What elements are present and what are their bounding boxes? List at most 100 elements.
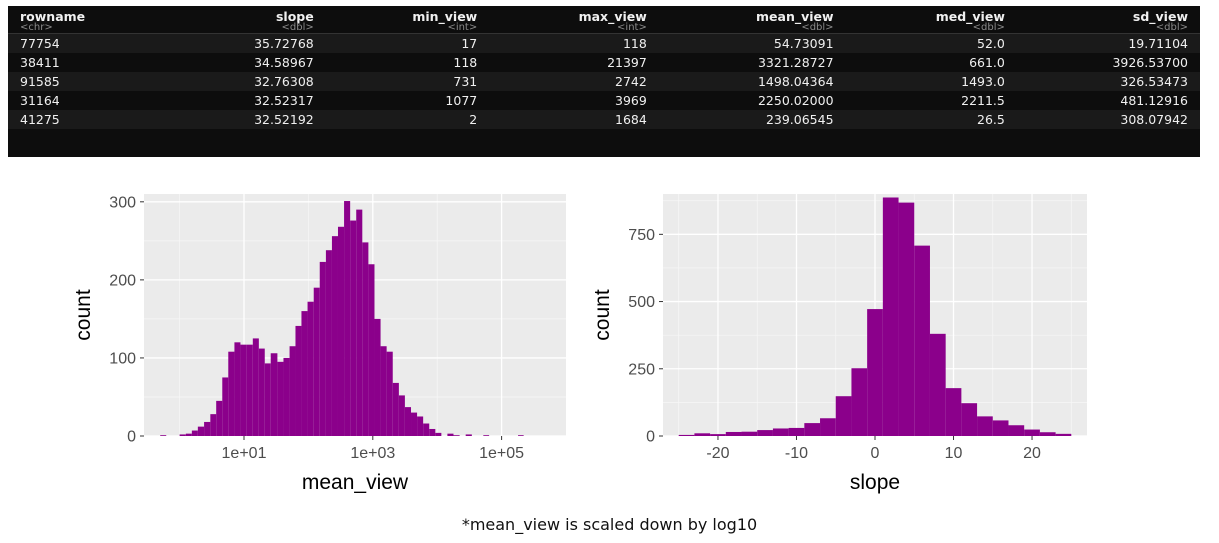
histogram-bar	[386, 351, 393, 436]
column-type: <dbl>	[972, 22, 1005, 33]
histogram-bar	[961, 403, 978, 436]
table-cell-med-view: 52.0	[977, 36, 1005, 51]
histogram-bar	[191, 430, 198, 436]
x-tick-label: 10	[945, 445, 963, 462]
histogram-bar	[772, 428, 789, 436]
histogram-bar	[204, 421, 211, 436]
histogram-bar	[270, 353, 278, 436]
table-cell-mean-view: 239.06545	[765, 112, 834, 127]
column-header-med-view: med_view <dbl>	[846, 6, 1017, 34]
table-cell-max-view: 118	[622, 36, 647, 51]
table-cell-sd-view: 481.12916	[1120, 93, 1188, 108]
table-cell-slope: 32.52317	[254, 93, 314, 108]
table-cell-slope: 34.58967	[254, 55, 314, 70]
histogram-bar	[197, 426, 205, 436]
histogram-bar	[757, 430, 773, 436]
table-cell-mean-view: 1498.04364	[757, 74, 834, 89]
histogram-bar	[483, 435, 490, 436]
histogram-bar	[398, 395, 405, 436]
column-type: <int>	[617, 22, 647, 33]
table-cell-sd-view: 3926.53700	[1112, 55, 1188, 70]
table-cell-med-view: 2211.5	[961, 93, 1005, 108]
table-cell-slope: 32.76308	[254, 74, 314, 89]
table-cell-max-view: 2742	[615, 74, 647, 89]
histogram-bar	[929, 333, 946, 436]
histogram-bar	[992, 420, 1009, 436]
histogram-bar	[835, 396, 852, 436]
table-row: 41275 32.52192 2 1684 239.06545 26.5 308.07942	[8, 110, 1200, 129]
y-tick-label: 750	[628, 227, 655, 244]
histogram-bar	[977, 416, 993, 436]
histogram-bar	[820, 418, 836, 436]
histogram-bar	[283, 357, 290, 436]
histogram-bar	[518, 435, 524, 436]
y-tick-label: 0	[127, 429, 136, 446]
histogram-bar	[1039, 432, 1056, 436]
x-tick-label: 1e+03	[350, 445, 395, 462]
histogram-bar	[289, 346, 296, 436]
column-type: <dbl>	[801, 22, 834, 33]
column-name: rowname	[20, 9, 86, 24]
column-name: min_view	[412, 9, 478, 24]
table-header-row: rowname <chr> slope <dbl> min_view <int> max_v…	[8, 6, 1200, 34]
histogram-bar	[222, 377, 229, 436]
histogram-bar	[258, 348, 265, 436]
y-tick-label: 0	[646, 429, 655, 446]
histogram-bar	[851, 368, 868, 436]
column-name: med_view	[935, 9, 1005, 24]
column-header-min-view: min_view <int>	[326, 6, 490, 34]
histogram-bar	[404, 407, 412, 436]
footnote-caption: *mean_view is scaled down by log10	[461, 515, 758, 534]
table-cell-min-view: 2	[469, 112, 478, 127]
histogram-bar	[725, 431, 742, 436]
column-name: max_view	[578, 9, 647, 24]
histogram-bar	[264, 363, 271, 436]
column-header-slope: slope <dbl>	[172, 6, 326, 34]
histogram-bar	[453, 435, 460, 436]
histogram-bar	[429, 428, 436, 436]
x-tick-label: 1e+05	[479, 445, 524, 462]
histogram-bar	[788, 427, 805, 436]
histogram-bar	[234, 342, 241, 436]
table-cell-mean-view: 3321.28727	[757, 55, 834, 70]
table-cell-sd-view: 19.71104	[1128, 36, 1188, 51]
histogram-bar	[804, 423, 821, 436]
tibble-table: rowname <chr> slope <dbl> min_view <int> max_v…	[8, 6, 1200, 157]
table-cell-max-view: 1684	[615, 112, 647, 127]
histogram-bar	[160, 435, 167, 436]
histogram-bar	[1055, 433, 1072, 436]
histogram-bar	[179, 434, 186, 436]
histogram-bar	[246, 344, 253, 436]
histogram-bar	[313, 287, 320, 436]
histogram-bar	[465, 434, 472, 436]
table-cell-min-view: 1077	[445, 93, 478, 108]
table-cell-max-view: 3969	[615, 93, 647, 108]
histogram-bar	[295, 325, 302, 436]
histogram-bar	[319, 261, 326, 436]
table-row: 31164 32.52317 1077 3969 2250.02000 2211.5 481…	[8, 91, 1200, 110]
column-type: <dbl>	[1155, 22, 1188, 33]
histogram-bar	[1024, 429, 1040, 436]
table-cell-min-view: 118	[453, 55, 478, 70]
table-cell-mean-view: 2250.02000	[757, 93, 834, 108]
column-name: mean_view	[756, 9, 834, 24]
histogram-bar	[741, 431, 758, 436]
histogram-bar	[435, 432, 442, 436]
histogram-bar	[417, 416, 424, 436]
table-cell-med-view: 1493.0	[961, 74, 1005, 89]
x-axis-title: mean_view	[302, 471, 409, 494]
slope-histogram: -20 -10 0 10 20 0 250 500 750 slope count	[591, 194, 1087, 494]
histogram-bar	[185, 433, 192, 436]
column-header-mean-view: mean_view <dbl>	[659, 6, 846, 34]
histogram-bar	[694, 433, 711, 436]
histogram-bar	[350, 220, 357, 436]
histogram-bar	[882, 197, 899, 436]
histogram-bar	[325, 250, 332, 436]
x-tick-label: -10	[785, 445, 808, 462]
table-cell-slope: 32.52192	[254, 112, 314, 127]
y-tick-label: 300	[109, 194, 136, 211]
histogram-bar	[898, 202, 915, 436]
histogram-bar	[914, 245, 930, 436]
y-axis-title: count	[72, 289, 95, 341]
x-tick-label: 20	[1023, 445, 1041, 462]
